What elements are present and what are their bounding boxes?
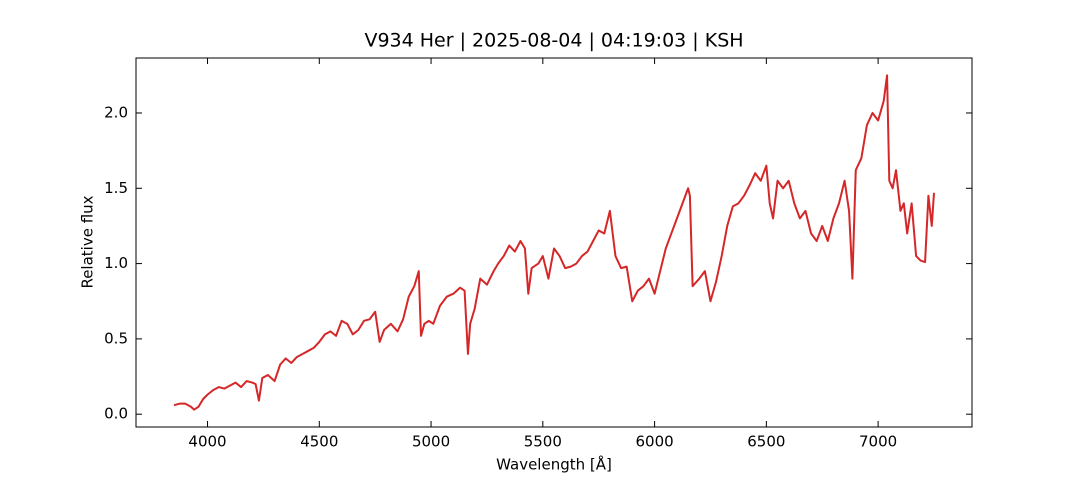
x-tick-label: 7000 bbox=[859, 433, 897, 451]
spectrum-line bbox=[173, 74, 935, 411]
y-tick-label: 2.0 bbox=[104, 103, 128, 121]
x-tick-label: 4000 bbox=[188, 433, 226, 451]
chart-title: V934 Her | 2025-08-04 | 04:19:03 | KSH bbox=[364, 30, 743, 52]
y-axis-label: Relative flux bbox=[79, 195, 97, 288]
y-tick-label: 0.0 bbox=[104, 405, 128, 423]
x-tick-label: 6500 bbox=[747, 433, 785, 451]
y-tick-label: 0.5 bbox=[104, 329, 128, 347]
y-tick-label: 1.5 bbox=[104, 179, 128, 197]
x-axis-label: Wavelength [Å] bbox=[496, 455, 612, 474]
x-tick-label: 5000 bbox=[412, 433, 450, 451]
y-tick-label: 1.0 bbox=[104, 254, 128, 272]
x-tick-label: 6000 bbox=[635, 433, 673, 451]
x-tick-label: 5500 bbox=[524, 433, 562, 451]
plot-frame bbox=[135, 57, 973, 428]
x-tick-label: 4500 bbox=[300, 433, 338, 451]
